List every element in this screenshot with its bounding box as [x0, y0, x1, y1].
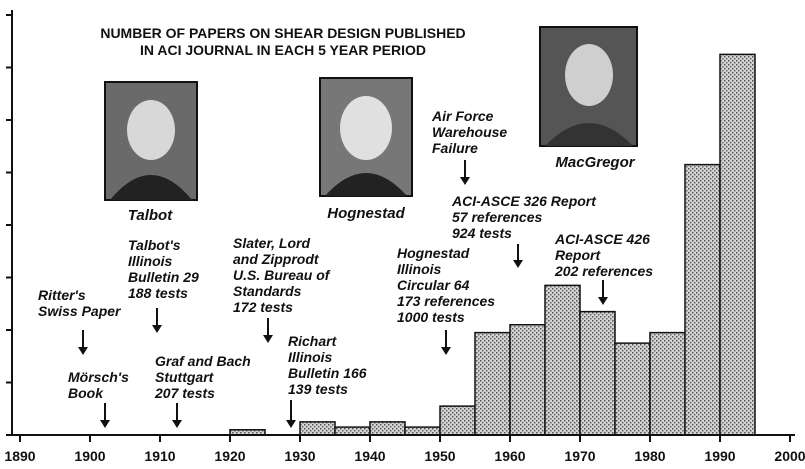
chart: NUMBER OF PAPERS ON SHEAR DESIGN PUBLISH… — [0, 0, 805, 469]
arrow-head — [460, 177, 470, 185]
arrow-head — [78, 347, 88, 355]
bar — [580, 312, 615, 435]
photo-caption: MacGregor — [555, 154, 635, 171]
annotation: Swiss Paper — [38, 303, 122, 319]
annotation: Bulletin 29 — [128, 269, 199, 285]
x-tick-label: 1990 — [704, 448, 735, 464]
annotation: Richart — [288, 333, 338, 349]
arrow-head — [598, 297, 608, 305]
bar — [335, 427, 370, 435]
annotation: Warehouse — [432, 124, 507, 140]
annotation: ACI-ASCE 326 Report — [451, 193, 597, 209]
arrow-head — [263, 335, 273, 343]
annotation: 188 tests — [128, 285, 188, 301]
x-tick-label: 1980 — [634, 448, 665, 464]
bar — [440, 406, 475, 435]
bar — [615, 343, 650, 435]
bar — [720, 54, 755, 435]
arrow-head — [152, 325, 162, 333]
arrow-head — [441, 347, 451, 355]
annotation: Ritter's — [38, 287, 86, 303]
arrow-head — [172, 420, 182, 428]
chart-title: IN ACI JOURNAL IN EACH 5 YEAR PERIOD — [140, 42, 426, 58]
bar — [545, 285, 580, 435]
annotation: 924 tests — [452, 225, 512, 241]
annotation: 173 references — [397, 293, 495, 309]
annotation: 202 references — [554, 263, 653, 279]
annotation: 139 tests — [288, 381, 348, 397]
arrow-head — [100, 420, 110, 428]
annotation: and Zipprodt — [233, 251, 320, 267]
bar — [685, 165, 720, 435]
bar — [300, 422, 335, 435]
annotation: 1000 tests — [397, 309, 465, 325]
annotation: Report — [555, 247, 601, 263]
annotation: Illinois — [128, 253, 173, 269]
annotation: 172 tests — [233, 299, 293, 315]
annotation: Illinois — [397, 261, 442, 277]
x-tick-label: 2000 — [774, 448, 805, 464]
annotation: 207 tests — [154, 385, 215, 401]
annotation: U.S. Bureau of — [233, 267, 331, 283]
photo-macgregor — [540, 27, 637, 146]
annotation: Graf and Bach — [155, 353, 251, 369]
x-tick-label: 1930 — [284, 448, 315, 464]
photo-caption: Talbot — [128, 207, 173, 224]
x-tick-label: 1920 — [214, 448, 245, 464]
chart-title: NUMBER OF PAPERS ON SHEAR DESIGN PUBLISH… — [100, 25, 465, 41]
annotation: Mörsch's — [68, 369, 129, 385]
annotation: Standards — [233, 283, 302, 299]
x-tick-label: 1890 — [4, 448, 35, 464]
annotation: Bulletin 166 — [288, 365, 367, 381]
photo-hognestad — [320, 78, 412, 196]
bar — [510, 325, 545, 435]
arrow-head — [513, 260, 523, 268]
annotation: 57 references — [452, 209, 543, 225]
annotation: Book — [68, 385, 104, 401]
annotation: Illinois — [288, 349, 333, 365]
x-tick-label: 1950 — [424, 448, 455, 464]
arrow-head — [286, 420, 296, 428]
annotation: ACI-ASCE 426 — [554, 231, 650, 247]
annotation: Air Force — [431, 108, 494, 124]
bar — [405, 427, 440, 435]
bar — [475, 333, 510, 435]
x-tick-label: 1940 — [354, 448, 385, 464]
annotation: Failure — [432, 140, 478, 156]
annotation: Talbot's — [128, 237, 181, 253]
bar — [650, 333, 685, 435]
annotation: Circular 64 — [397, 277, 470, 293]
x-tick-label: 1960 — [494, 448, 525, 464]
annotation: Slater, Lord — [233, 235, 310, 251]
photo-talbot — [105, 82, 197, 200]
annotation: Hognestad — [397, 245, 470, 261]
bar — [370, 422, 405, 435]
x-tick-label: 1910 — [144, 448, 175, 464]
x-tick-label: 1970 — [564, 448, 595, 464]
x-tick-label: 1900 — [74, 448, 105, 464]
photo-caption: Hognestad — [327, 205, 405, 222]
annotation: Stuttgart — [155, 369, 215, 385]
